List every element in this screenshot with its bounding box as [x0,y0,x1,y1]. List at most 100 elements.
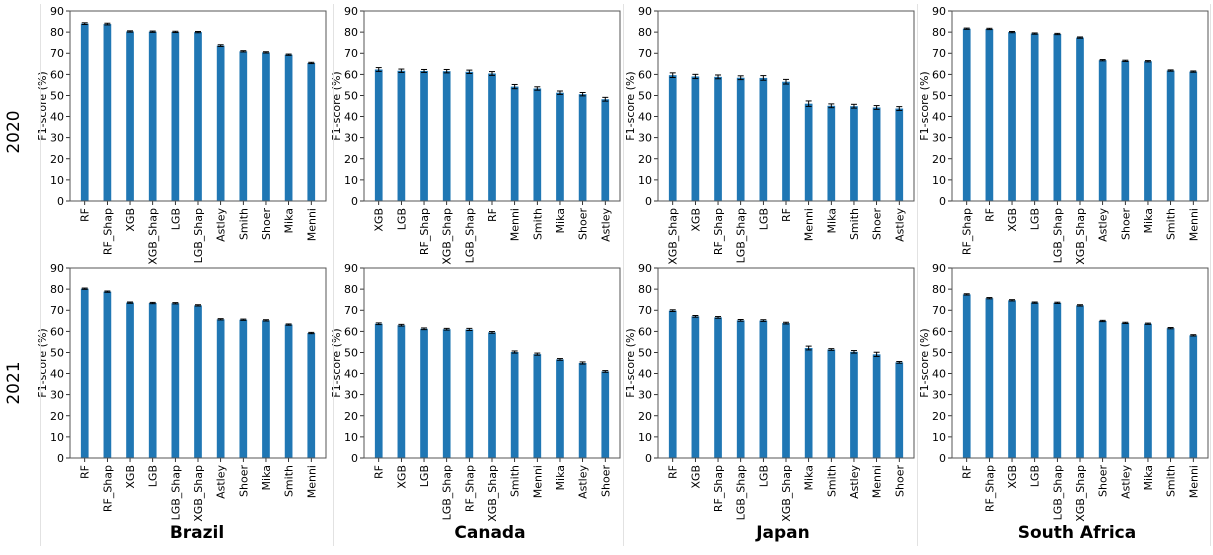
x-tick-label: RF [79,208,92,222]
chart-2021-south-africa: 0 10 20 30 40 50 60 70 80 90 F1-score (%) RF RF_Shap… [918,262,1209,522]
x-tick-label: RF_Shap [101,208,114,255]
y-tick-label: 70 [50,47,64,60]
bar-astley [1098,60,1107,201]
y-tick-label: 30 [344,132,358,145]
x-tick-label: LGB_Shap [192,208,205,263]
x-tick-label: XGB [124,465,137,489]
axes-frame [951,267,1209,459]
bar-mika [1144,323,1152,458]
bar-astley [601,99,610,201]
bar-xgb-shap [1076,37,1084,201]
y-axis-label: F1-score (%) [330,328,343,397]
bar-mika [262,320,270,458]
y-tick-label: 60 [638,325,652,338]
bar-rf-shap [103,291,112,458]
x-tick-label: RF_Shap [712,465,725,512]
bar-mika [284,54,293,202]
x-tick-label: LGB [1029,465,1042,487]
y-tick-label: 30 [344,389,358,402]
y-axis-label: F1-score (%) [624,328,637,397]
y-tick-label: 80 [50,283,64,296]
y-tick-label: 50 [50,346,64,359]
y-tick-label: 90 [638,262,652,275]
bar-lgb [759,320,768,458]
bar-mika [1144,61,1152,201]
bar-smith [239,51,248,202]
y-tick-label: 80 [932,26,946,39]
bar-lgb-shap [465,71,474,201]
y-tick-label: 80 [344,283,358,296]
y-tick-label: 40 [50,111,64,124]
bar-xgb [374,69,383,201]
y-tick-label: 60 [344,68,358,81]
bar-xgb-shap [148,31,157,201]
x-tick-label: RF [667,465,680,479]
bar-rf-shap [103,24,112,202]
y-axis-label: F1-score (%) [918,328,931,397]
bar-xgb-shap [668,75,677,201]
bar-rf [962,294,971,458]
y-tick-label: 0 [57,195,64,208]
x-tick-label: XGB [395,465,408,489]
y-axis-label: F1-score (%) [36,328,49,397]
x-tick-label: Menni [1187,208,1200,241]
y-tick-label: 70 [932,304,946,317]
x-tick-label: Menni [871,465,884,498]
x-tick-label: XGB_Shap [192,465,205,522]
x-tick-label: Menni [305,465,318,498]
y-tick-label: 0 [939,452,946,465]
panel-divider [917,4,918,546]
bar-lgb [1030,33,1039,201]
y-tick-label: 20 [932,410,946,423]
x-tick-label: Shoer [260,208,273,240]
x-tick-label: Menni [305,208,318,241]
bar-lgb-shap [1053,302,1062,458]
bar-lgb-shap [1053,34,1062,202]
x-tick-label: RF_Shap [712,208,725,255]
x-tick-label: XGB_Shap [1074,465,1087,522]
bar-lgb [1030,302,1039,458]
bar-rf-shap [420,70,428,201]
chart-2020-brazil: 0 10 20 30 40 50 60 70 80 90 F1-score (%) RF RF_Shap… [36,5,327,265]
bar-rf-shap [714,317,722,458]
y-tick-label: 40 [638,111,652,124]
x-tick-label: Menni [1187,465,1200,498]
y-tick-label: 80 [50,26,64,39]
x-tick-label: LGB [147,465,160,487]
y-tick-label: 30 [50,132,64,145]
x-tick-label: XGB_Shap [486,465,499,522]
chart-2020-japan: 0 10 20 30 40 50 60 70 80 90 F1-score (%) XGB_Shap X… [624,5,915,265]
bar-rf-shap [962,28,971,201]
x-tick-label: Mika [803,465,816,490]
bar-smith [1166,70,1175,202]
bar-rf-shap [985,298,994,458]
x-tick-label: Astley [599,208,612,242]
chart-2020-south-africa: 0 10 20 30 40 50 60 70 80 90 F1-score (%) RF_Shap RF… [918,5,1209,265]
column-label-canada: Canada [454,523,526,543]
y-tick-label: 30 [50,389,64,402]
bar-rf [985,28,994,202]
bar-xgb-shap [1076,305,1084,458]
x-tick-label: RF_Shap [983,465,996,512]
x-tick-label: Astley [1097,208,1110,242]
bar-smith [1166,328,1175,458]
bar-xgb [1008,32,1016,201]
bar-astley [578,363,587,458]
bar-mika [804,348,813,458]
x-tick-label: Astley [848,465,861,499]
x-tick-label: XGB_Shap [780,465,793,522]
x-tick-label: Astley [215,465,228,499]
y-tick-label: 90 [638,5,652,18]
y-tick-label: 80 [638,26,652,39]
x-tick-label: LGB_Shap [1051,465,1064,520]
x-tick-label: Shoer [1097,465,1110,497]
x-tick-label: Shoer [1119,208,1132,240]
row-label-2020: 2020 [4,110,24,154]
y-tick-label: 30 [638,389,652,402]
bar-xgb-shap [442,71,451,202]
y-tick-label: 10 [50,431,64,444]
y-tick-label: 40 [932,111,946,124]
x-tick-label: Shoer [577,208,590,240]
y-tick-label: 30 [638,132,652,145]
